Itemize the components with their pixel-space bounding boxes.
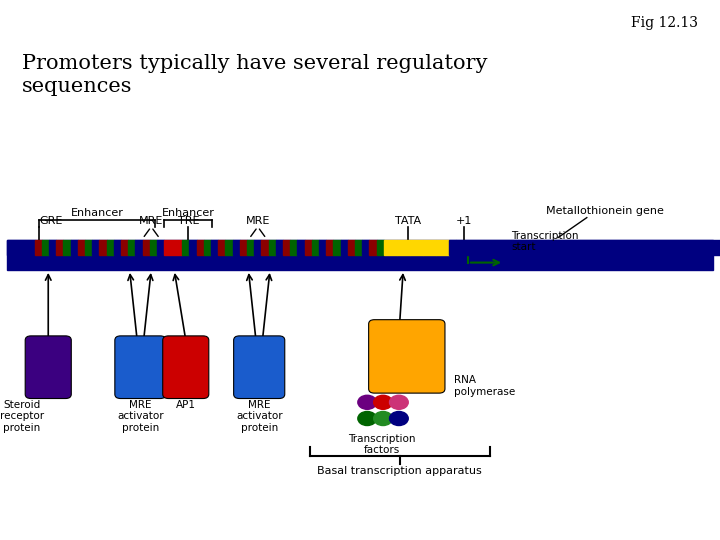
Bar bbox=[218, 240, 225, 255]
Bar bbox=[150, 240, 157, 255]
Circle shape bbox=[358, 411, 377, 426]
Bar bbox=[85, 240, 92, 255]
Bar bbox=[276, 240, 283, 255]
Bar bbox=[377, 240, 384, 255]
Circle shape bbox=[390, 395, 408, 409]
Bar bbox=[341, 240, 348, 255]
Text: TATA: TATA bbox=[395, 215, 421, 226]
Bar bbox=[225, 240, 233, 255]
Text: Transcription
factors: Transcription factors bbox=[348, 434, 415, 455]
Circle shape bbox=[374, 395, 392, 409]
Bar bbox=[92, 240, 99, 255]
FancyBboxPatch shape bbox=[369, 320, 445, 393]
Bar bbox=[456, 240, 720, 255]
Text: MRE: MRE bbox=[246, 215, 270, 226]
Bar bbox=[7, 240, 713, 270]
Bar bbox=[197, 240, 204, 255]
Bar bbox=[397, 240, 410, 255]
Bar bbox=[312, 240, 319, 255]
Bar bbox=[283, 240, 290, 255]
Bar bbox=[121, 240, 128, 255]
Text: Metallothionein gene: Metallothionein gene bbox=[546, 206, 664, 216]
Text: MRE
activator
protein: MRE activator protein bbox=[117, 400, 163, 433]
Text: RNA
polymerase: RNA polymerase bbox=[454, 375, 515, 397]
Text: Promoters typically have several regulatory
sequences: Promoters typically have several regulat… bbox=[22, 54, 487, 97]
Text: Basal transcription apparatus: Basal transcription apparatus bbox=[318, 466, 482, 476]
Text: Enhancer: Enhancer bbox=[71, 207, 123, 218]
Bar bbox=[157, 240, 164, 255]
Bar bbox=[204, 240, 211, 255]
Bar bbox=[362, 240, 369, 255]
Bar bbox=[319, 240, 326, 255]
Bar bbox=[305, 240, 312, 255]
Bar bbox=[7, 240, 35, 255]
Text: Fig 12.13: Fig 12.13 bbox=[631, 16, 698, 30]
Bar bbox=[297, 240, 305, 255]
Bar bbox=[326, 240, 333, 255]
Bar bbox=[269, 240, 276, 255]
Bar bbox=[107, 240, 114, 255]
Bar bbox=[261, 240, 269, 255]
Circle shape bbox=[374, 411, 392, 426]
Text: MRE: MRE bbox=[139, 215, 163, 226]
Text: TRE: TRE bbox=[178, 215, 199, 226]
Bar bbox=[71, 240, 78, 255]
Bar bbox=[35, 240, 42, 255]
Bar bbox=[164, 240, 182, 255]
Bar bbox=[128, 240, 135, 255]
Bar bbox=[355, 240, 362, 255]
Bar bbox=[42, 240, 49, 255]
Bar bbox=[182, 240, 189, 255]
Text: GRE: GRE bbox=[39, 215, 62, 226]
Bar bbox=[114, 240, 121, 255]
Bar bbox=[348, 240, 355, 255]
Text: AP1: AP1 bbox=[176, 400, 196, 410]
Bar bbox=[211, 240, 218, 255]
Bar bbox=[410, 240, 423, 255]
Bar bbox=[423, 240, 436, 255]
FancyBboxPatch shape bbox=[163, 336, 209, 399]
FancyBboxPatch shape bbox=[115, 336, 166, 399]
Text: +1: +1 bbox=[456, 215, 472, 226]
Text: Transcription
start: Transcription start bbox=[511, 231, 579, 252]
Bar bbox=[240, 240, 247, 255]
Circle shape bbox=[358, 395, 377, 409]
Bar bbox=[384, 240, 397, 255]
Bar bbox=[49, 240, 56, 255]
FancyBboxPatch shape bbox=[25, 336, 71, 399]
Bar bbox=[63, 240, 71, 255]
Bar bbox=[78, 240, 85, 255]
Bar bbox=[189, 240, 197, 255]
Circle shape bbox=[390, 411, 408, 426]
Bar bbox=[247, 240, 254, 255]
Bar bbox=[290, 240, 297, 255]
Bar bbox=[254, 240, 261, 255]
Bar bbox=[56, 240, 63, 255]
Bar bbox=[233, 240, 240, 255]
Bar bbox=[449, 240, 456, 255]
FancyBboxPatch shape bbox=[233, 336, 285, 399]
Bar bbox=[135, 240, 143, 255]
Text: Enhancer: Enhancer bbox=[162, 207, 215, 218]
Bar bbox=[369, 240, 377, 255]
Text: MRE
activator
protein: MRE activator protein bbox=[236, 400, 282, 433]
Text: Steroid
receptor
protein: Steroid receptor protein bbox=[0, 400, 44, 433]
Bar bbox=[99, 240, 107, 255]
Bar bbox=[143, 240, 150, 255]
Bar bbox=[333, 240, 341, 255]
Bar bbox=[436, 240, 449, 255]
